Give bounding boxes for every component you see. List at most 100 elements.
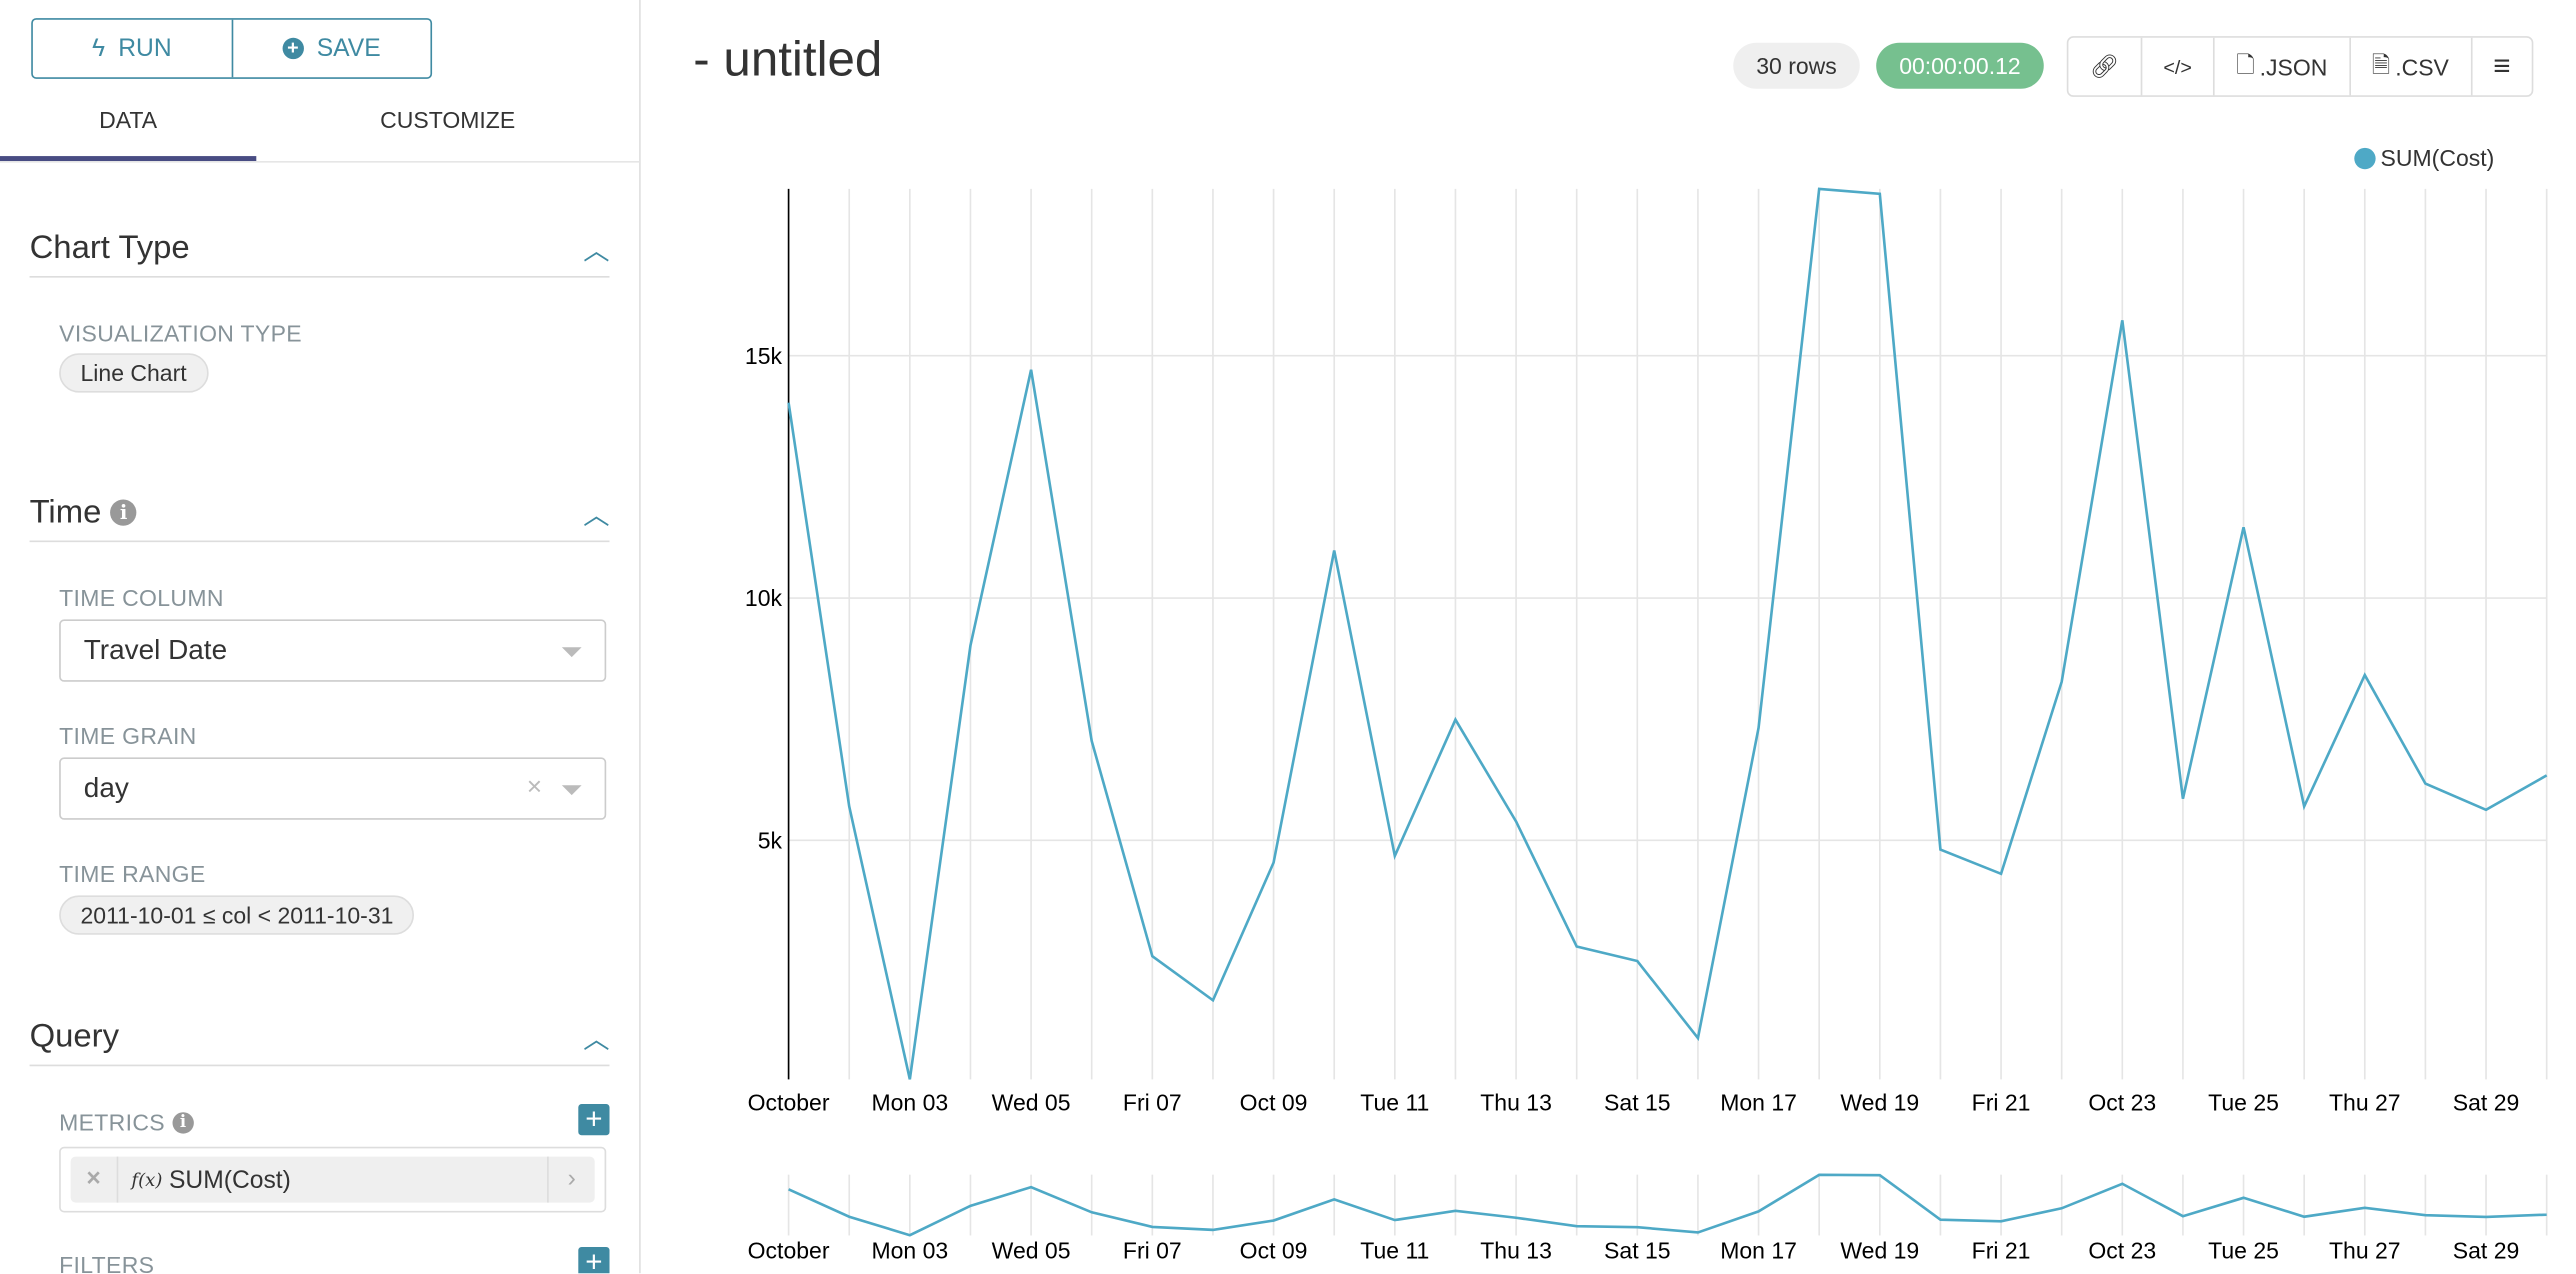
brush-line [788, 1173, 2547, 1237]
brush-x-tick-label: Wed 19 [1840, 1237, 1919, 1263]
legend-label: SUM(Cost) [2380, 144, 2495, 171]
add-filter-button[interactable]: + [578, 1246, 610, 1274]
run-label: RUN [118, 34, 172, 63]
brush-x-tick-label: Wed 05 [992, 1237, 1071, 1263]
x-tick-label: Mon 03 [871, 1090, 948, 1116]
section-title: Time [29, 493, 102, 530]
line-chart: 5k 10k 15k October October Mon 03 Mon 03 Wed 05… [745, 187, 2548, 1263]
hamburger-icon: ≡ [2493, 49, 2511, 83]
row-count-badge: 30 rows [1733, 42, 1860, 89]
query-header[interactable]: Query ︿ [29, 1009, 610, 1067]
time-header[interactable]: Time i ︿ [29, 485, 610, 543]
legend-dot [2354, 147, 2376, 169]
plus-circle-icon: + [282, 37, 304, 60]
x-tick-label: Thu 27 [2329, 1090, 2401, 1116]
brush-x-tick-label: Fri 07 [1123, 1237, 1182, 1263]
brush-x-tick-label: Tue 25 [2208, 1237, 2279, 1263]
info-icon[interactable]: i [110, 499, 137, 527]
x-tick-label: Wed 05 [992, 1090, 1071, 1116]
timer-badge: 00:00:00.12 [1876, 42, 2044, 89]
csv-label: .CSV [2395, 53, 2449, 80]
metrics-label: METRICS [59, 1108, 165, 1136]
time-column-label: TIME COLUMN [59, 584, 224, 612]
chart-area: - untitled 30 rows 00:00:00.12 🔗︎ </> 🗋.… [641, 0, 2576, 1273]
x-tick-label: Tue 25 [2208, 1090, 2279, 1116]
brush-x-tick-label: Thu 13 [1480, 1237, 1552, 1263]
x-tick-label: Sat 29 [2453, 1090, 2520, 1116]
menu-button[interactable]: ≡ [2472, 38, 2532, 96]
metrics-box: × f(x) SUM(Cost) › [59, 1146, 607, 1213]
x-tick-label: Mon 17 [1720, 1090, 1797, 1116]
chevron-up-icon[interactable]: ︿ [583, 502, 610, 531]
chevron-up-icon[interactable]: ︿ [583, 238, 610, 267]
x-tick-label: Thu 13 [1480, 1090, 1552, 1116]
chevron-up-icon[interactable]: ︿ [583, 1026, 610, 1055]
chart-type-section: Chart Type ︿ VISUALIZATION TYPE Line Char… [29, 220, 610, 393]
save-button[interactable]: + SAVE [232, 20, 430, 78]
info-icon[interactable]: i [172, 1112, 194, 1135]
embed-button[interactable]: </> [2142, 37, 2215, 96]
run-button[interactable]: ϟ RUN [33, 19, 233, 78]
time-grain-select[interactable]: day × [59, 757, 607, 820]
bolt-icon: ϟ [92, 34, 106, 63]
save-label: SAVE [316, 34, 381, 63]
select-value: day [83, 772, 129, 804]
brush-x-tick-label: Oct 09 [1240, 1237, 1308, 1263]
query-section: Query ︿ METRICS i + × f(x) SUM(Cost) › FI… [29, 1009, 610, 1274]
section-title: Chart Type [29, 229, 190, 266]
select-value: Travel Date [83, 634, 228, 666]
file-text-icon: 🗎 [2371, 50, 2391, 77]
brush-x-tick-label: Fri 21 [1972, 1237, 2031, 1263]
time-grain-label: TIME GRAIN [59, 722, 197, 750]
link-button[interactable]: 🔗︎ [2068, 37, 2142, 96]
link-icon: 🔗︎ [2089, 52, 2119, 79]
run-save-group: ϟ RUN + SAVE [31, 18, 433, 79]
export-csv-button[interactable]: 🗎 .CSV [2350, 37, 2472, 96]
brush-x-tick-label: Oct 23 [2088, 1237, 2156, 1263]
code-icon: </> [2163, 55, 2192, 79]
clear-icon[interactable]: × [526, 773, 543, 802]
metric-chip[interactable]: × f(x) SUM(Cost) › [70, 1156, 595, 1203]
export-json-button[interactable]: 🗋 .JSON [2215, 37, 2351, 96]
y-tick-label: 10k [745, 585, 783, 611]
brush-x-tick-label: Tue 11 [1360, 1237, 1429, 1263]
chart-title[interactable]: - untitled [693, 32, 883, 88]
x-tick-label: October [748, 1090, 830, 1116]
y-tick-label: 15k [745, 343, 783, 369]
caret-down-icon [561, 647, 582, 658]
x-tick-label: Oct 09 [1240, 1090, 1308, 1116]
time-range-pill[interactable]: 2011-10-01 ≤ col < 2011-10-31 [59, 895, 415, 935]
x-tick-label: Fri 07 [1123, 1090, 1182, 1116]
remove-metric-icon[interactable]: × [71, 1156, 119, 1203]
x-tick-label: Oct 23 [2088, 1090, 2156, 1116]
y-tick-label: 5k [758, 828, 783, 854]
x-tick-label: Tue 11 [1360, 1090, 1429, 1116]
brush-x-tick-label: Mon 17 [1720, 1237, 1797, 1263]
panel-tabs: DATA CUSTOMIZE [0, 89, 640, 163]
file-code-icon: 🗋 [2236, 50, 2255, 77]
section-title: Query [29, 1017, 120, 1054]
tab-data[interactable]: DATA [0, 89, 257, 162]
time-section: Time i ︿ TIME COLUMN Travel Date TIME GRA… [29, 485, 610, 935]
chart-toolbar: 🔗︎ </> 🗋 .JSON 🗎 .CSV ≡ [2066, 36, 2534, 97]
function-icon: f(x) [131, 1168, 163, 1191]
caret-down-icon [561, 785, 582, 796]
control-panel: ϟ RUN + SAVE DATA CUSTOMIZE Chart Type ︿ VI… [0, 0, 641, 1274]
time-column-select[interactable]: Travel Date [59, 619, 607, 682]
series-line [787, 187, 2548, 1080]
x-tick-label: Wed 19 [1840, 1090, 1919, 1116]
filters-label: FILTERS [59, 1251, 155, 1274]
brush-x-tick-label: October [748, 1237, 830, 1263]
add-metric-button[interactable]: + [578, 1103, 610, 1136]
viz-type-pill[interactable]: Line Chart [59, 353, 208, 393]
viz-type-label: VISUALIZATION TYPE [59, 320, 302, 347]
brush-x-tick-label: Sat 29 [2453, 1237, 2520, 1263]
legend-item[interactable]: SUM(Cost) [2354, 145, 2494, 171]
metric-label: SUM(Cost) [168, 1165, 291, 1194]
x-tick-label: Sat 15 [1604, 1090, 1671, 1116]
chevron-right-icon[interactable]: › [547, 1156, 595, 1203]
tab-customize[interactable]: CUSTOMIZE [380, 106, 516, 134]
time-range-label: TIME RANGE [59, 860, 206, 888]
brush-x-tick-label: Thu 27 [2329, 1237, 2401, 1263]
chart-type-header[interactable]: Chart Type ︿ [29, 220, 610, 278]
